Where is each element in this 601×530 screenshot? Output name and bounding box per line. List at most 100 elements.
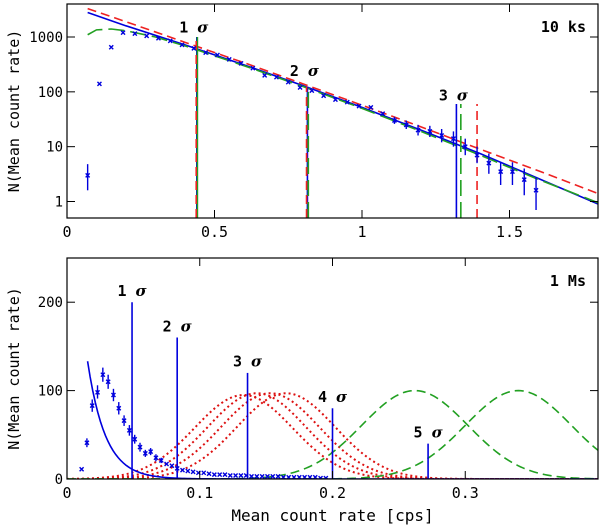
bottom-data-point [169, 463, 175, 469]
bottom-data-point [249, 473, 255, 479]
top-data-point [285, 79, 291, 85]
bottom-data-point [275, 473, 281, 479]
bottom-data-point [217, 472, 223, 478]
top-data-point [132, 31, 138, 37]
bottom-data-point [116, 405, 122, 411]
bottom-data-point [259, 473, 265, 479]
top-data-point [415, 127, 421, 133]
bottom-gaussian-curve-0 [67, 394, 598, 479]
bottom-data-point [254, 473, 260, 479]
bottom-y-tick-label: 100 [38, 384, 63, 400]
bottom-data-point [243, 472, 249, 478]
top-data-point [486, 160, 492, 166]
bottom-data-point [79, 466, 85, 472]
top-data-point [498, 169, 504, 175]
bottom-data-point [142, 450, 148, 456]
top-data-point [332, 97, 338, 103]
bottom-panel-label: 1 Ms [550, 272, 586, 290]
bottom-data-point [174, 465, 180, 471]
bottom-data-point [84, 440, 90, 446]
top-data-point [474, 152, 480, 158]
bottom-data-point [233, 472, 239, 478]
bottom-x-tick-label: 0.2 [319, 484, 346, 502]
bottom-data-point [148, 449, 154, 455]
bottom-panel: 1 σ 2 σ 3 σ 4 σ 5 σ 0 0.1 0.2 0.3 0 100 200 N(Mean c… [5, 257, 599, 525]
bottom-data-point [121, 418, 127, 424]
top-data-point [167, 38, 173, 44]
bottom-data-point [105, 379, 111, 385]
top-data-point [85, 172, 91, 178]
bottom-data-point [95, 389, 101, 395]
bottom-sigma-label: 3 σ [233, 353, 263, 371]
top-data-point [368, 104, 374, 110]
top-data-point [462, 144, 468, 150]
bottom-x-tick-label: 0.1 [186, 484, 213, 502]
top-data-point [203, 50, 209, 56]
top-y-tick-label: 1000 [29, 30, 63, 46]
top-x-tick-label: 1.5 [496, 223, 523, 241]
top-x-tick-label: 0.5 [201, 223, 228, 241]
bottom-data-point [110, 392, 116, 398]
bottom-data-point [227, 472, 233, 478]
bottom-x-axis-label: Mean count rate [cps] [231, 506, 433, 525]
top-data-point [144, 33, 150, 39]
top-data-point [521, 177, 527, 183]
bottom-decay-curve [86, 361, 598, 479]
top-sigma-label: 3 σ [439, 87, 469, 105]
bottom-data-point [264, 473, 270, 479]
top-data-point [108, 44, 114, 50]
top-sigma-label: 2 σ [290, 62, 320, 80]
top-data-point [226, 56, 232, 62]
bottom-gaussian-curve-5 [67, 389, 598, 479]
top-data-point [391, 118, 397, 124]
top-y-tick-label: 10 [46, 140, 63, 156]
bottom-data-point [153, 455, 159, 461]
top-data-point [309, 88, 315, 94]
bottom-x-tick-label: 0.3 [452, 484, 479, 502]
top-data-point [450, 136, 456, 142]
top-plot-area [85, 7, 598, 218]
top-data-point [250, 65, 256, 71]
top-sigma-label: 1 σ [179, 18, 209, 36]
bottom-y-tick-label: 200 [38, 295, 63, 311]
top-data-point [380, 111, 386, 117]
bottom-data-point [137, 444, 143, 450]
bottom-data-point [179, 467, 185, 473]
top-data-point [403, 122, 409, 128]
top-data-point [214, 52, 220, 58]
top-y-tick-label: 100 [38, 85, 63, 101]
top-data-point [356, 103, 362, 109]
top-y-axis-label: N(Mean count rate) [5, 30, 23, 193]
top-data-point [321, 93, 327, 99]
top-data-point [344, 99, 350, 105]
bottom-data-point [185, 468, 191, 474]
top-data-point [533, 187, 539, 193]
top-model-curve-0 [87, 11, 598, 205]
bottom-x-tick-label: 0 [62, 484, 71, 502]
top-x-tick-label: 1 [357, 223, 366, 241]
bottom-sigma-label: 4 σ [318, 388, 348, 406]
top-data-point [439, 132, 445, 138]
bottom-data-point [100, 372, 106, 378]
top-data-point [191, 45, 197, 51]
bottom-data-point [126, 427, 132, 433]
bottom-plot-area [67, 302, 598, 479]
top-panel: 1 σ 2 σ 3 σ 0 0.5 1 1.5 1 10 100 1000 N(Mean count … [5, 3, 599, 241]
bottom-data-point [238, 472, 244, 478]
top-model-curve-2 [87, 28, 598, 204]
bottom-data-point [164, 461, 170, 467]
top-data-point [96, 81, 102, 87]
top-data-point [509, 169, 515, 175]
bottom-sigma-label: 1 σ [117, 282, 147, 300]
bottom-data-point [323, 475, 329, 479]
bottom-sigma-label: 2 σ [163, 317, 193, 335]
bottom-data-point [190, 469, 196, 475]
bottom-data-point [201, 470, 207, 476]
top-x-tick-label: 0 [62, 223, 71, 241]
bottom-data-point [270, 473, 276, 479]
top-panel-label: 10 ks [541, 18, 586, 36]
top-y-tick-label: 1 [55, 194, 63, 210]
top-data-point [262, 72, 268, 78]
